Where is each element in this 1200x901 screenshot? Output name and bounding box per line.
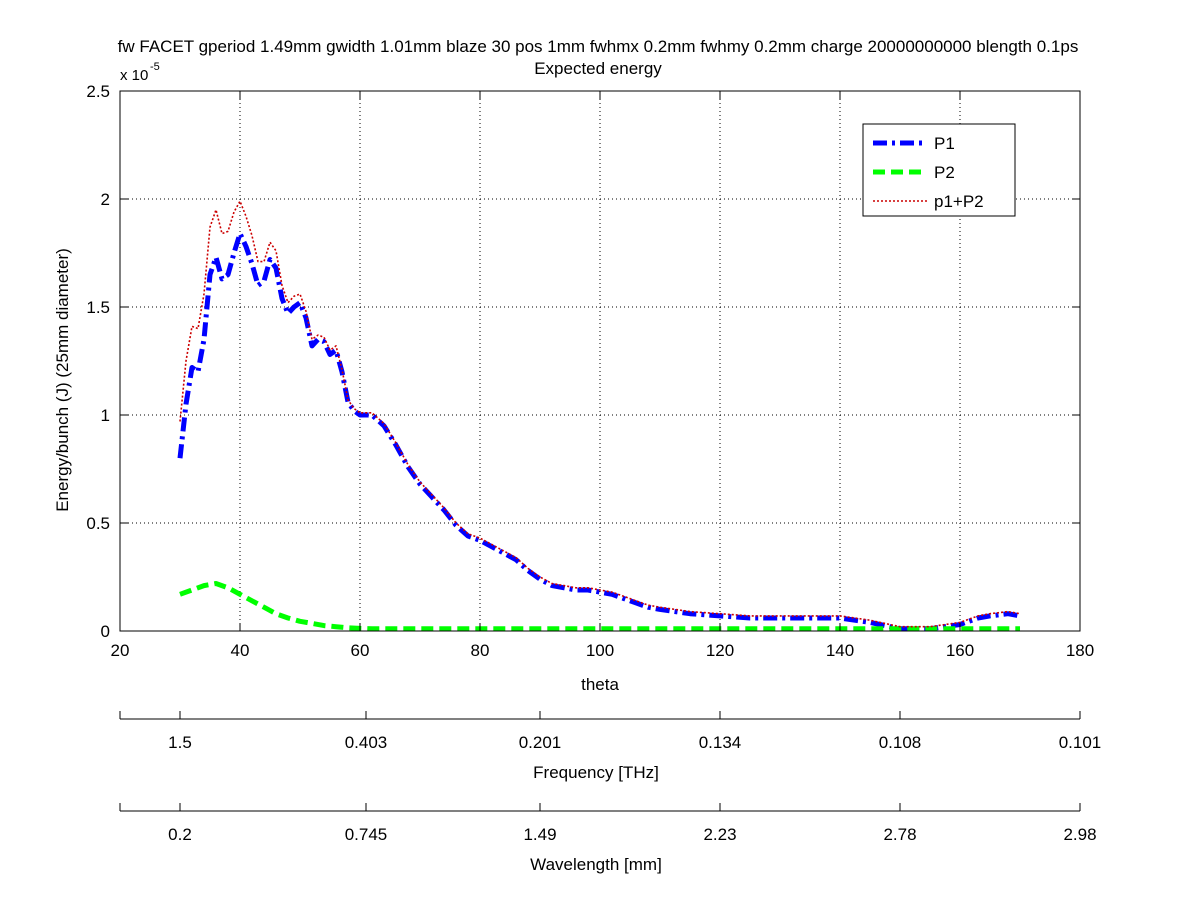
- y-tick-label: 2: [101, 190, 110, 209]
- chart-title: fw FACET gperiod 1.49mm gwidth 1.01mm bl…: [118, 37, 1079, 56]
- secondary-axes: 1.5 0.403 0.201 0.134 0.108 0.101 Frequency [T…: [119, 711, 1102, 874]
- x-axis-label: theta: [581, 675, 619, 694]
- x-tick-label: 180: [1066, 641, 1094, 660]
- x-tick-label: 100: [586, 641, 614, 660]
- secondary-axis-tick-label: 1.49: [523, 825, 556, 844]
- legend-label: P1: [934, 134, 955, 153]
- y-tick-label: 0: [101, 622, 110, 641]
- grid-lines: [120, 91, 1080, 631]
- secondary-axis-tick-label: 0.745: [345, 825, 388, 844]
- y-exponent-power: -5: [150, 61, 160, 73]
- secondary-axis-tick-label: 2.98: [1063, 825, 1096, 844]
- x-tick-label: 80: [471, 641, 490, 660]
- x-tick-label: 140: [826, 641, 854, 660]
- axis-ticks: 20 40 60 80 100 120 140 160 180 0 0.5 1 1.5 2 2.5: [86, 82, 1094, 660]
- y-exponent-base: x 10: [120, 67, 148, 84]
- y-tick-label: 2.5: [86, 82, 110, 101]
- secondary-axis-tick-label: 0.2: [168, 825, 192, 844]
- secondary-axis-tick-label: 2.78: [883, 825, 916, 844]
- x-tick-label: 40: [231, 641, 250, 660]
- secondary-axis-tick-label: 0.201: [519, 733, 562, 752]
- secondary-axis-tick-label: 1.5: [168, 733, 192, 752]
- secondary-axis-tick-label: 2.23: [703, 825, 736, 844]
- secondary-axis-tick-label: 0.403: [345, 733, 388, 752]
- y-tick-label: 1.5: [86, 298, 110, 317]
- chart-subtitle: Expected energy: [534, 59, 662, 78]
- legend-label: p1+P2: [934, 192, 984, 211]
- series-line-p2: [179, 581, 1020, 632]
- y-tick-label: 1: [101, 406, 110, 425]
- y-tick-label: 0.5: [86, 514, 110, 533]
- secondary-axis-tick-label: 0.101: [1059, 733, 1102, 752]
- secondary-axis-tick-label: 0.108: [879, 733, 922, 752]
- y-exponent: x 10 -5: [120, 61, 160, 84]
- legend-box: [862, 123, 1016, 217]
- x-tick-label: 120: [706, 641, 734, 660]
- series-layer: [177, 200, 1021, 632]
- x-tick-label: 160: [946, 641, 974, 660]
- legend: P1 P2 p1+P2: [862, 123, 1016, 217]
- series-line-p1: [177, 231, 1021, 632]
- secondary-axis-label: Frequency [THz]: [533, 763, 659, 782]
- y-axis-label: Energy/bunch (J) (25mm diameter): [53, 248, 72, 512]
- legend-label: P2: [934, 163, 955, 182]
- secondary-axis-label: Wavelength [mm]: [530, 855, 662, 874]
- series-line-p1-p2: [179, 200, 1021, 628]
- secondary-axis-tick-label: 0.134: [699, 733, 742, 752]
- x-tick-label: 60: [351, 641, 370, 660]
- x-tick-label: 20: [111, 641, 130, 660]
